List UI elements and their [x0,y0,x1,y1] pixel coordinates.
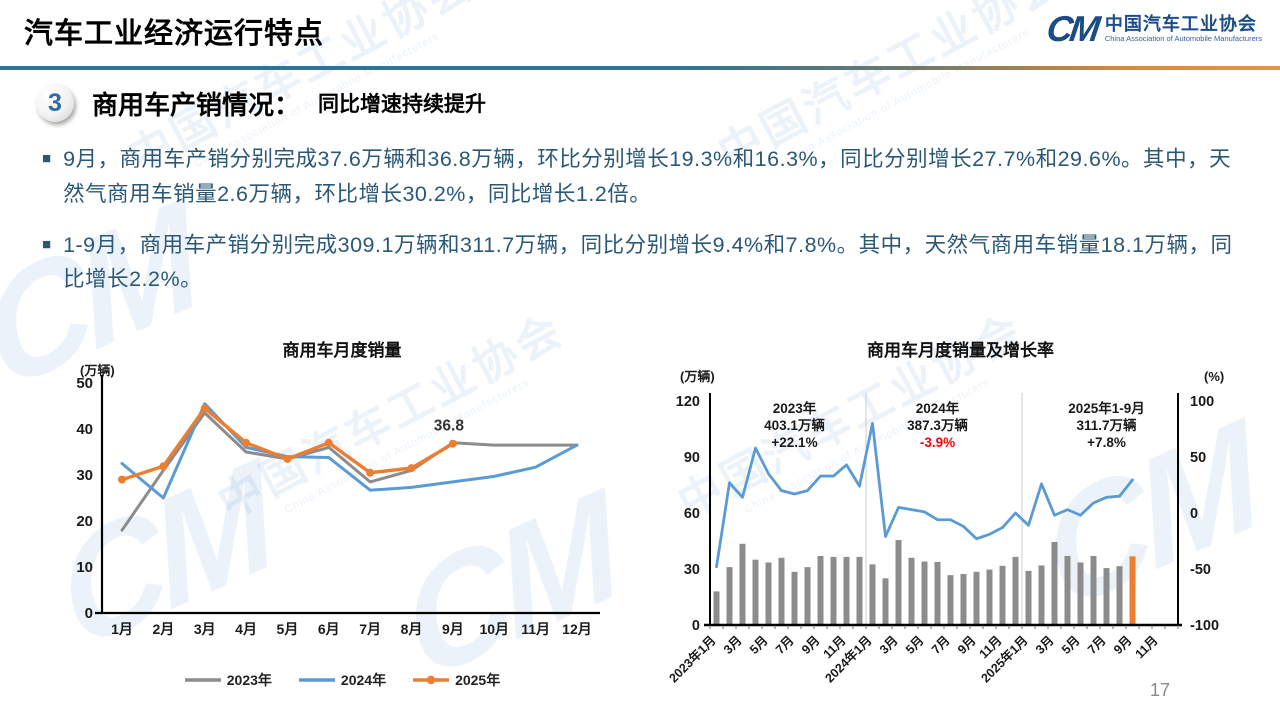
svg-text:9月: 9月 [1111,633,1135,657]
svg-text:20: 20 [76,513,93,530]
svg-text:11月: 11月 [521,621,550,637]
bullet-text: 1-9月，商用车产销分别完成309.1万辆和311.7万辆，同比分别增长9.4%… [63,232,1233,292]
svg-text:50: 50 [1190,450,1206,466]
bullet-item: ■ 9月，商用车产销分别完成37.6万辆和36.8万辆，环比分别增长19.3%和… [42,142,1250,212]
svg-text:9月: 9月 [442,621,464,637]
svg-text:2月: 2月 [152,621,174,637]
legend-item-2023年: 2023年 [184,670,272,690]
svg-text:7月: 7月 [929,633,953,657]
chart2-year-annotation: 2023年 403.1万辆+22.1% [764,400,825,450]
svg-text:3月: 3月 [877,633,901,657]
chart1-unit-label: (万辆) [80,363,115,378]
section-title: 商用车产销情况： [92,89,301,120]
svg-text:3月: 3月 [194,621,216,637]
chart1-data-label: 36.8 [434,418,465,435]
svg-text:1月: 1月 [111,621,133,637]
svg-text:3月: 3月 [721,633,745,657]
svg-text:5月: 5月 [747,633,771,657]
svg-text:8月: 8月 [401,621,423,637]
legend-swatch [184,678,221,682]
chart2-year-annotation: 2024年 387.3万辆-3.9% [907,400,968,450]
chart2-title: 商用车月度销量及增长率 [867,341,1054,360]
org-logo: CM 中国汽车工业协会 China Association of Automob… [1044,8,1262,50]
svg-text:120: 120 [676,394,700,410]
svg-text:5月: 5月 [903,633,927,657]
svg-text:90: 90 [684,450,700,466]
section-subtitle: 同比增速持续提升 [318,93,487,116]
chart-sales-and-growth: 商用车月度销量及增长率 (万辆) (%) 0 30 60 90 120 -100 -50 0 50 1… [648,336,1273,720]
svg-text:40: 40 [76,421,93,438]
legend-item-2024年: 2024年 [298,670,386,690]
header-divider [0,66,1280,70]
svg-text:6月: 6月 [318,621,340,637]
svg-text:5月: 5月 [277,621,299,637]
bullet-item: ■ 1-9月，商用车产销分别完成309.1万辆和311.7万辆，同比分别增长9.… [42,228,1250,298]
bullet-text: 9月，商用车产销分别完成37.6万辆和36.8万辆，环比分别增长19.3%和16… [63,147,1232,206]
svg-text:11月: 11月 [1133,633,1161,661]
svg-text:50: 50 [76,375,93,392]
org-name-cn: 中国汽车工业协会 [1104,13,1257,34]
svg-text:30: 30 [76,467,93,484]
svg-text:3月: 3月 [1033,633,1057,657]
svg-text:4月: 4月 [235,621,257,637]
page-title: 汽车工业经济运行特点 [24,18,325,50]
svg-text:60: 60 [684,506,700,522]
bullet-list: ■ 9月，商用车产销分别完成37.6万辆和36.8万辆，环比分别增长19.3%和… [42,142,1250,313]
svg-text:100: 100 [1190,394,1214,410]
svg-text:7月: 7月 [359,621,381,637]
svg-text:7月: 7月 [1085,633,1109,657]
svg-text:9月: 9月 [799,633,823,657]
svg-text:-50: -50 [1190,562,1211,578]
svg-text:30: 30 [684,562,700,578]
svg-text:0: 0 [85,605,93,622]
org-logo-mark-icon: CM [1044,8,1100,49]
svg-text:10月: 10月 [479,621,509,637]
svg-text:5月: 5月 [1059,633,1083,657]
svg-text:0: 0 [1190,506,1198,522]
chart1-plot: (万辆) 0 10 20 30 40 50 1月 2月 3月 4月 5月 6月 7月 8月 9月 10月 11月 1… [76,363,600,637]
chart1-legend: 2023年 2024年 2025年 [52,670,632,690]
section-heading: 3 商用车产销情况： 同比增速持续提升 [36,84,486,122]
bullet-square-icon: ■ [42,235,52,253]
svg-text:10: 10 [76,559,93,576]
chart2-unit-left: (万辆) [680,369,715,384]
section-number-badge: 3 [36,84,74,122]
svg-text:9月: 9月 [955,633,979,657]
chart2-plot: (万辆) (%) 0 30 60 90 120 -100 -50 0 50 100 2023年 403.1… [666,369,1224,686]
chart-monthly-sales: 商用车月度销量 (万辆) 0 10 20 30 40 50 1月 2月 3月 4月 5月 6月 7月 8月 9… [52,336,632,690]
legend-item-2025年: 2025年 [412,670,500,690]
svg-text:0: 0 [692,618,700,634]
svg-text:7月: 7月 [773,633,797,657]
chart2-unit-right: (%) [1204,369,1224,384]
legend-swatch [413,675,450,685]
svg-text:12月: 12月 [562,621,592,637]
page-number: 17 [1150,680,1171,700]
legend-swatch [298,678,335,682]
bullet-square-icon: ■ [42,150,52,167]
svg-text:-100: -100 [1190,618,1219,634]
chart2-year-annotation: 2025年1-9月 311.7万辆+7.8% [1068,400,1145,450]
org-name-en: China Association of Automobile Manufact… [1104,33,1262,43]
svg-text:2023年1月: 2023年1月 [666,633,719,686]
chart1-title: 商用车月度销量 [282,341,402,360]
